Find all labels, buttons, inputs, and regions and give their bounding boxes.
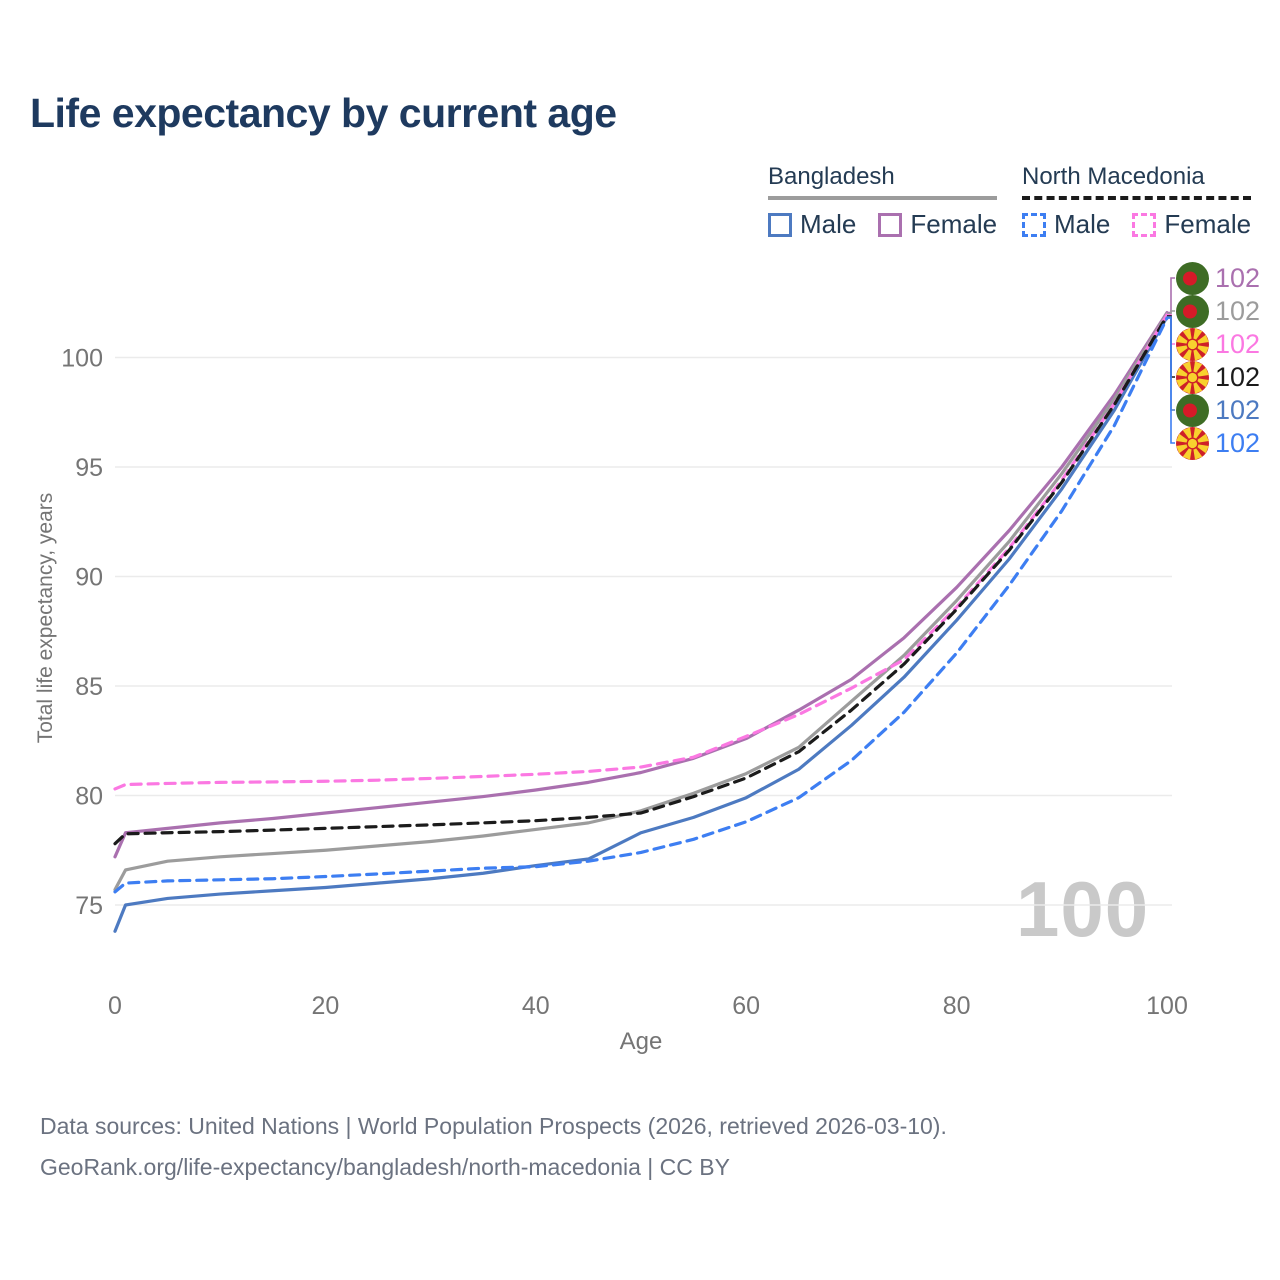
- footer: Data sources: United Nations | World Pop…: [40, 1106, 947, 1188]
- legend-group-bangladesh: Bangladesh Male Female: [768, 163, 998, 240]
- legend-group-title: Bangladesh: [768, 163, 895, 190]
- end-label-value: 102: [1215, 394, 1261, 425]
- legend-item-bangladesh-male[interactable]: Male: [768, 209, 856, 240]
- legend-swatch-dashed-pink: [1132, 212, 1157, 237]
- legend-item-north-macedonia-male[interactable]: Male: [1022, 209, 1110, 240]
- legend-item-label: Male: [1054, 209, 1111, 239]
- y-tick-label: 85: [75, 673, 103, 701]
- x-axis-title: Age: [619, 1028, 663, 1055]
- end-label-value: 102: [1215, 361, 1261, 392]
- series-line-bd-female: [113, 311, 1169, 859]
- legend-group-north-macedonia: North Macedonia Male Female: [1022, 163, 1252, 240]
- end-label-nm-male: 102: [1176, 426, 1260, 460]
- legend-item-north-macedonia-female[interactable]: Female: [1132, 209, 1251, 240]
- leader-line-nm-male: [1167, 317, 1175, 444]
- series-line-bd-all: [113, 312, 1169, 892]
- legend-underline-solid: [768, 196, 998, 200]
- bangladesh-flag-icon: [1176, 261, 1209, 295]
- legend-underline-dashed: [1022, 196, 1252, 200]
- end-label-bd-female: 102: [1176, 261, 1260, 295]
- x-tick-label: 0: [108, 992, 122, 1020]
- north-macedonia-flag-icon: [1176, 426, 1209, 460]
- legend-item-bangladesh-female[interactable]: Female: [878, 209, 997, 240]
- series-line-bd-male: [113, 315, 1169, 933]
- end-label-value: 102: [1215, 262, 1261, 293]
- leader-line-bd-female: [1167, 277, 1175, 314]
- legend-swatch-solid-blue: [768, 212, 792, 237]
- north-macedonia-flag-icon: [1176, 327, 1209, 361]
- end-label-bd-male: 102: [1176, 393, 1260, 427]
- end-label-value: 102: [1215, 427, 1261, 458]
- footer-data-sources: Data sources: United Nations | World Pop…: [40, 1113, 947, 1139]
- bangladesh-flag-icon: [1176, 294, 1209, 328]
- end-label-value: 102: [1215, 328, 1261, 359]
- legend-item-label: Female: [1164, 209, 1252, 239]
- x-tick-label: 100: [1146, 992, 1188, 1020]
- x-tick-label: 80: [943, 992, 971, 1020]
- end-label-nm-all: 102: [1176, 360, 1260, 394]
- end-label-nm-female: 102: [1176, 327, 1260, 361]
- x-tick-label: 20: [311, 992, 339, 1020]
- leader-line-bd-all: [1167, 310, 1175, 315]
- x-tick-label: 40: [522, 992, 550, 1020]
- legend-group-title: North Macedonia: [1022, 163, 1205, 190]
- series-line-nm-male: [113, 316, 1169, 894]
- y-axis-title: Total life expectancy, years: [34, 492, 57, 744]
- y-tick-label: 80: [75, 783, 103, 811]
- y-tick-label: 75: [75, 892, 103, 920]
- end-label-bd-all: 102: [1176, 294, 1260, 328]
- legend-swatch-dashed-blue: [1022, 212, 1046, 237]
- footer-attribution: GeoRank.org/life-expectancy/bangladesh/n…: [40, 1154, 730, 1180]
- north-macedonia-flag-icon: [1176, 360, 1209, 394]
- legend-swatch-solid-purple: [878, 212, 903, 237]
- legend-item-label: Female: [910, 209, 998, 239]
- y-tick-label: 100: [61, 345, 103, 373]
- x-tick-label: 60: [732, 992, 760, 1020]
- y-tick-label: 95: [75, 454, 103, 482]
- end-label-value: 102: [1215, 295, 1261, 326]
- page-title: Life expectancy by current age: [30, 90, 617, 136]
- bangladesh-flag-icon: [1176, 393, 1209, 427]
- age-counter-watermark: 100: [1016, 865, 1150, 953]
- y-tick-label: 90: [75, 564, 103, 592]
- legend-item-label: Male: [800, 209, 857, 239]
- series-line-nm-all: [113, 314, 1169, 846]
